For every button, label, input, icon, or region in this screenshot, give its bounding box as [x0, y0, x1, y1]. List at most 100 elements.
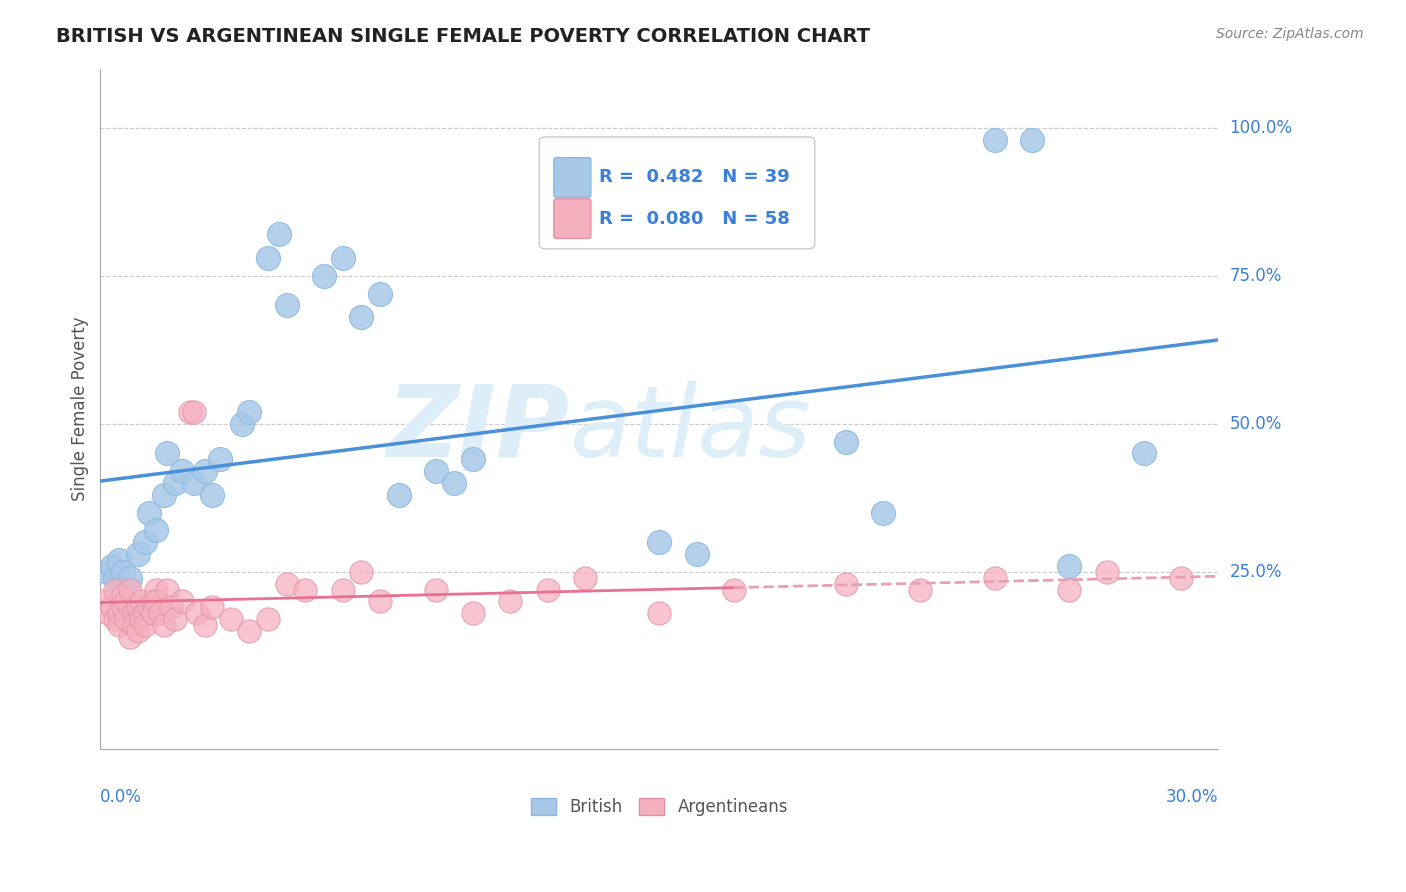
Text: Source: ZipAtlas.com: Source: ZipAtlas.com: [1216, 27, 1364, 41]
Text: 0.0%: 0.0%: [100, 789, 142, 806]
Point: [723, 582, 745, 597]
Point: [138, 506, 160, 520]
Point: [131, 612, 153, 626]
Point: [145, 594, 167, 608]
Point: [104, 582, 127, 597]
Point: [127, 600, 149, 615]
Point: [120, 571, 142, 585]
Point: [152, 488, 174, 502]
Point: [111, 600, 134, 615]
Text: 25.0%: 25.0%: [1230, 563, 1282, 581]
Y-axis label: Single Female Poverty: Single Female Poverty: [72, 317, 89, 501]
Point: [368, 594, 391, 608]
Point: [686, 547, 709, 561]
Point: [648, 606, 671, 620]
Point: [984, 571, 1007, 585]
Text: atlas: atlas: [569, 381, 811, 478]
Point: [219, 612, 242, 626]
Point: [201, 488, 224, 502]
Point: [276, 576, 298, 591]
Point: [160, 600, 183, 615]
Point: [368, 286, 391, 301]
Point: [145, 582, 167, 597]
Point: [179, 405, 201, 419]
Point: [984, 132, 1007, 146]
Point: [1095, 565, 1118, 579]
Point: [835, 576, 858, 591]
Text: 100.0%: 100.0%: [1230, 119, 1292, 136]
Point: [122, 606, 145, 620]
Point: [97, 565, 120, 579]
Point: [835, 434, 858, 449]
Point: [312, 268, 335, 283]
Point: [127, 624, 149, 638]
Point: [350, 310, 373, 325]
Point: [183, 405, 205, 419]
Point: [108, 606, 131, 620]
Point: [1021, 132, 1043, 146]
Point: [141, 606, 163, 620]
Point: [131, 594, 153, 608]
Point: [145, 524, 167, 538]
Point: [111, 589, 134, 603]
Point: [172, 464, 194, 478]
Point: [231, 417, 253, 431]
Point: [122, 618, 145, 632]
Point: [648, 535, 671, 549]
Point: [350, 565, 373, 579]
Text: BRITISH VS ARGENTINEAN SINGLE FEMALE POVERTY CORRELATION CHART: BRITISH VS ARGENTINEAN SINGLE FEMALE POV…: [56, 27, 870, 45]
Point: [120, 630, 142, 644]
Point: [332, 582, 354, 597]
Point: [104, 612, 127, 626]
Point: [201, 600, 224, 615]
Point: [257, 612, 280, 626]
Point: [127, 547, 149, 561]
Text: ZIP: ZIP: [387, 381, 569, 478]
Text: 50.0%: 50.0%: [1230, 415, 1282, 433]
Point: [276, 298, 298, 312]
Point: [115, 594, 138, 608]
Text: R =  0.482   N = 39: R = 0.482 N = 39: [599, 169, 789, 186]
Point: [1170, 571, 1192, 585]
Point: [387, 488, 409, 502]
Point: [1059, 558, 1081, 573]
Point: [194, 618, 217, 632]
Legend: British, Argentineans: British, Argentineans: [524, 791, 794, 822]
Point: [257, 251, 280, 265]
Point: [332, 251, 354, 265]
Point: [499, 594, 522, 608]
Point: [111, 565, 134, 579]
Point: [104, 571, 127, 585]
Point: [134, 618, 156, 632]
Point: [108, 618, 131, 632]
Point: [238, 405, 260, 419]
Point: [149, 606, 172, 620]
Point: [910, 582, 932, 597]
Point: [163, 475, 186, 490]
Point: [93, 594, 115, 608]
Point: [461, 452, 484, 467]
Point: [183, 475, 205, 490]
Point: [1059, 582, 1081, 597]
Point: [1133, 446, 1156, 460]
Point: [461, 606, 484, 620]
Point: [156, 582, 179, 597]
Point: [138, 600, 160, 615]
Point: [172, 594, 194, 608]
Text: 75.0%: 75.0%: [1230, 267, 1282, 285]
Point: [152, 618, 174, 632]
Point: [115, 612, 138, 626]
Point: [872, 506, 894, 520]
Point: [186, 606, 208, 620]
Point: [443, 475, 465, 490]
Point: [134, 535, 156, 549]
Point: [194, 464, 217, 478]
Text: 30.0%: 30.0%: [1166, 789, 1219, 806]
Point: [141, 594, 163, 608]
Point: [100, 558, 122, 573]
Point: [100, 600, 122, 615]
Point: [269, 227, 291, 242]
Point: [536, 582, 558, 597]
Text: R =  0.080   N = 58: R = 0.080 N = 58: [599, 210, 789, 227]
Point: [97, 606, 120, 620]
